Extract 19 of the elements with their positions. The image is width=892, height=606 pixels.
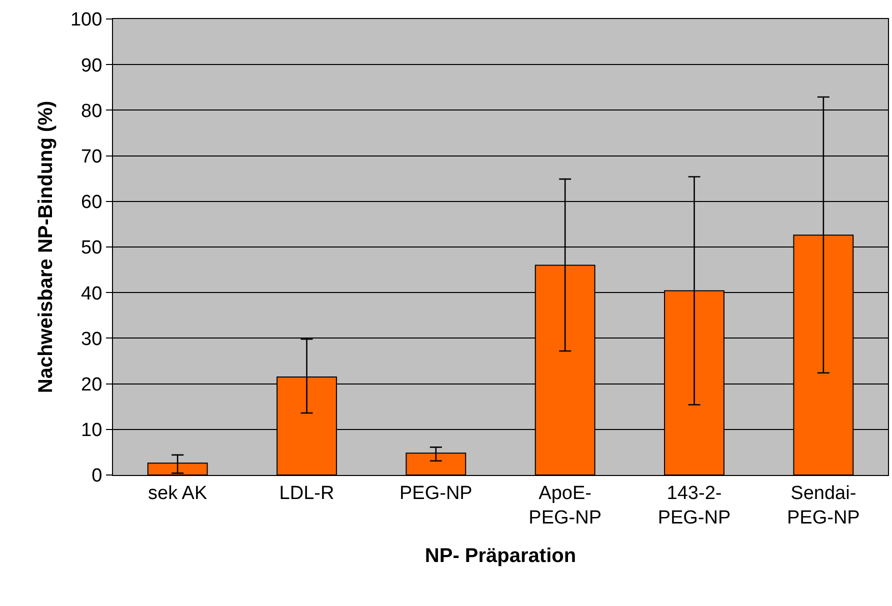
y-tick-label: 80 [81, 100, 102, 122]
y-tick-label: 40 [81, 283, 102, 304]
x-tick-label: Sendai- PEG-NP [786, 482, 860, 528]
y-tick-label: 90 [81, 55, 102, 76]
y-tick-label: 20 [81, 374, 102, 396]
y-tick-label: 0 [92, 466, 102, 487]
x-axis-title: NP- Präparation [424, 545, 576, 567]
y-tick-label: 100 [70, 10, 102, 31]
y-axis-title: Nachweisbare NP-Bindung (%) [34, 100, 57, 394]
x-tick-label: PEG-NP [399, 482, 472, 504]
x-tick-label: sek AK [148, 482, 208, 504]
x-tick-label: ApoE- PEG-NP [528, 482, 602, 528]
y-tick-label: 30 [81, 328, 102, 350]
x-tick-label: LDL-R [279, 482, 334, 504]
y-tick-label: 50 [81, 238, 102, 259]
y-tick-label: 70 [81, 146, 102, 168]
y-tick-label: 10 [81, 420, 102, 442]
x-tick-label: 143-2- PEG-NP [658, 482, 731, 528]
y-tick-label: 60 [81, 192, 102, 214]
